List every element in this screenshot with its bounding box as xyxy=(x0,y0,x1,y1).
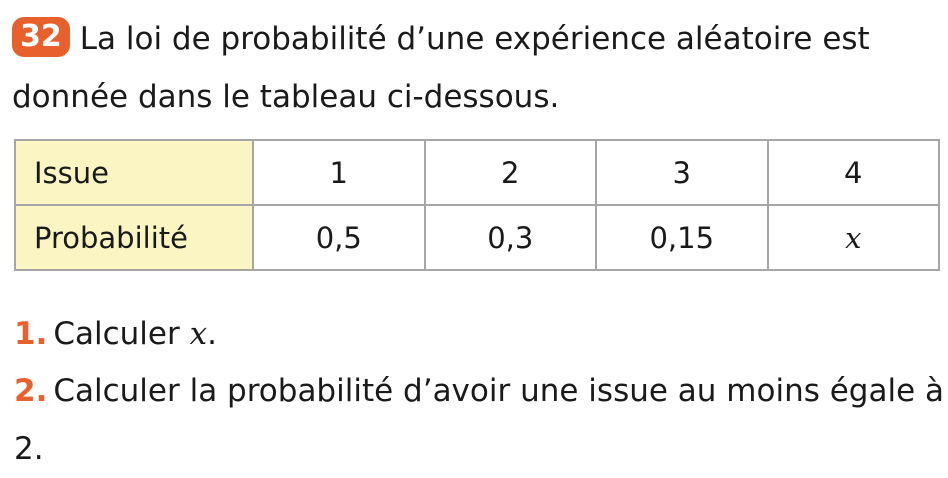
question-text: Calculer la probabilité d’avoir une issu… xyxy=(14,373,945,467)
exercise-intro-text: La loi de probabilité d’une expérience a… xyxy=(12,21,870,115)
question-suffix: . xyxy=(207,316,217,352)
question-number: 1. xyxy=(14,316,48,352)
issue-cell: 3 xyxy=(595,139,769,206)
issue-row-header: Issue xyxy=(14,139,254,206)
issue-cell: 4 xyxy=(766,139,940,206)
issue-row: Issue 1 2 3 4 xyxy=(14,139,940,206)
question-text: Calculer xyxy=(53,316,190,352)
question-2: 2. Calculer la probabilité d’avoir une is… xyxy=(14,362,944,478)
probability-table: Issue 1 2 3 4 Probabilité 0,5 0,3 0,15 x xyxy=(14,139,940,271)
probability-cell: 0,5 xyxy=(252,204,426,271)
question-number: 2. xyxy=(14,373,48,409)
exercise-number-badge: 32 xyxy=(12,17,70,57)
probability-row-header: Probabilité xyxy=(14,204,254,271)
question-1: 1. Calculer x. xyxy=(14,305,217,363)
probability-row: Probabilité 0,5 0,3 0,15 x xyxy=(14,204,940,271)
probability-cell: 0,3 xyxy=(423,204,597,271)
issue-cell: 1 xyxy=(252,139,426,206)
probability-cell: 0,15 xyxy=(595,204,769,271)
question-variable: x xyxy=(189,316,208,352)
probability-cell-unknown: x xyxy=(766,204,940,271)
exercise-statement: 32 La loi de probabilité d’une expérience… xyxy=(12,10,942,126)
exercise-block: 32 La loi de probabilité d’une expérience… xyxy=(12,10,944,467)
issue-cell: 2 xyxy=(423,139,597,206)
